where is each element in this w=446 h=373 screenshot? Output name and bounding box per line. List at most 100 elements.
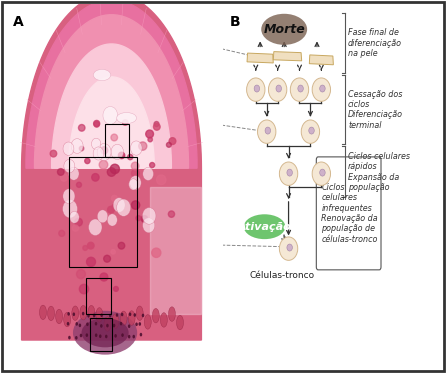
Ellipse shape (312, 162, 330, 185)
Ellipse shape (77, 270, 86, 279)
Ellipse shape (120, 322, 122, 325)
Ellipse shape (287, 169, 293, 176)
Ellipse shape (104, 317, 111, 331)
Ellipse shape (85, 158, 90, 164)
Ellipse shape (132, 201, 140, 209)
Ellipse shape (64, 159, 75, 173)
Ellipse shape (110, 164, 120, 174)
Ellipse shape (103, 255, 111, 262)
Ellipse shape (112, 314, 119, 328)
Ellipse shape (82, 318, 128, 347)
Ellipse shape (265, 127, 271, 134)
Ellipse shape (106, 324, 109, 327)
Ellipse shape (143, 218, 155, 233)
Ellipse shape (111, 250, 115, 254)
Ellipse shape (67, 322, 69, 326)
Ellipse shape (111, 134, 118, 141)
Ellipse shape (139, 322, 141, 326)
Text: Fase final de
diferenciação
na pele: Fase final de diferenciação na pele (348, 28, 402, 58)
Ellipse shape (166, 142, 171, 147)
Ellipse shape (169, 138, 176, 144)
Ellipse shape (177, 315, 183, 330)
Ellipse shape (146, 130, 153, 138)
Ellipse shape (118, 152, 125, 159)
Ellipse shape (76, 182, 82, 187)
Ellipse shape (157, 175, 166, 185)
Ellipse shape (86, 333, 88, 337)
Ellipse shape (63, 142, 74, 156)
Ellipse shape (113, 198, 125, 212)
Ellipse shape (88, 305, 95, 320)
Polygon shape (247, 53, 273, 63)
Ellipse shape (56, 309, 62, 324)
Ellipse shape (145, 315, 151, 329)
Ellipse shape (94, 122, 99, 127)
Polygon shape (150, 186, 202, 314)
Ellipse shape (83, 245, 87, 250)
Ellipse shape (61, 174, 68, 181)
Ellipse shape (128, 325, 130, 328)
Ellipse shape (105, 335, 107, 338)
Ellipse shape (73, 313, 75, 316)
Ellipse shape (132, 335, 135, 338)
Ellipse shape (97, 144, 111, 161)
Text: Ativação: Ativação (238, 222, 291, 232)
Ellipse shape (123, 120, 128, 125)
Ellipse shape (301, 120, 320, 143)
Text: B: B (230, 15, 240, 29)
Ellipse shape (107, 168, 116, 176)
Ellipse shape (96, 308, 103, 322)
Ellipse shape (89, 219, 102, 235)
Ellipse shape (82, 312, 84, 316)
Ellipse shape (287, 244, 293, 251)
Polygon shape (273, 51, 301, 61)
Ellipse shape (79, 284, 89, 294)
Ellipse shape (169, 307, 175, 321)
Ellipse shape (118, 242, 125, 249)
Ellipse shape (112, 204, 117, 210)
Text: Ciclos
celulares
infrequentes
Renovação da
população de
células-tronco: Ciclos celulares infrequentes Renovação … (321, 183, 378, 244)
Ellipse shape (130, 176, 141, 190)
Ellipse shape (87, 242, 94, 249)
Ellipse shape (120, 311, 127, 326)
Ellipse shape (71, 139, 83, 153)
Ellipse shape (141, 216, 148, 222)
Ellipse shape (247, 78, 265, 101)
Ellipse shape (67, 312, 70, 316)
Ellipse shape (93, 147, 104, 160)
Text: Células-tronco: Células-tronco (249, 270, 314, 280)
Ellipse shape (95, 333, 97, 337)
Ellipse shape (152, 248, 161, 257)
Ellipse shape (254, 85, 260, 92)
Ellipse shape (161, 313, 167, 327)
Bar (86, 278, 112, 314)
Ellipse shape (113, 324, 116, 327)
Ellipse shape (114, 334, 117, 338)
Ellipse shape (93, 314, 95, 317)
Ellipse shape (73, 311, 137, 355)
Ellipse shape (268, 78, 287, 101)
Ellipse shape (129, 313, 132, 316)
Ellipse shape (131, 162, 139, 170)
Ellipse shape (309, 127, 314, 134)
Ellipse shape (136, 216, 141, 221)
Ellipse shape (128, 335, 130, 338)
Ellipse shape (279, 237, 298, 260)
Ellipse shape (128, 311, 135, 325)
Ellipse shape (143, 167, 153, 181)
Text: Ciclos celulares
rápidos
Expansão da
população: Ciclos celulares rápidos Expansão da pop… (348, 152, 410, 192)
Ellipse shape (136, 306, 143, 320)
Ellipse shape (69, 167, 79, 180)
Ellipse shape (107, 206, 114, 213)
Ellipse shape (99, 335, 102, 338)
Ellipse shape (75, 322, 78, 326)
Ellipse shape (112, 195, 117, 201)
Ellipse shape (80, 334, 82, 337)
Polygon shape (310, 55, 333, 65)
Polygon shape (34, 15, 189, 168)
Ellipse shape (261, 14, 307, 45)
Ellipse shape (116, 113, 136, 123)
Ellipse shape (142, 314, 145, 317)
Ellipse shape (103, 107, 118, 124)
Text: Cessação dos
ciclos
Diferenciação
terminal: Cessação dos ciclos Diferenciação termin… (348, 90, 403, 130)
